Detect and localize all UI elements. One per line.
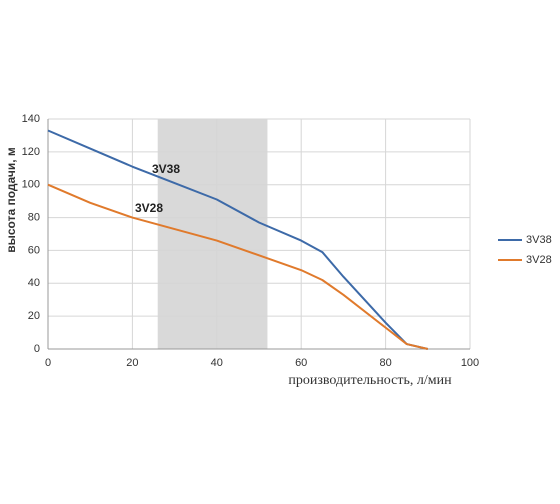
- x-tick-label: 100: [461, 357, 479, 369]
- y-tick-label: 60: [28, 244, 40, 256]
- y-tick-label: 120: [22, 146, 40, 158]
- curve-label: 3V38: [152, 162, 180, 176]
- x-tick-label: 0: [45, 357, 51, 369]
- legend-label: 3V28: [526, 254, 552, 266]
- y-tick-label: 0: [34, 343, 40, 355]
- shaded-range: [157, 119, 268, 349]
- y-tick-label: 100: [22, 179, 40, 191]
- y-axis-title: высота подачи, м: [4, 147, 18, 253]
- x-tick-label: 20: [126, 357, 138, 369]
- series-line: [47, 183, 429, 350]
- x-tick-label: 40: [211, 357, 223, 369]
- x-tick-label: 80: [379, 357, 391, 369]
- y-tick-label: 20: [28, 310, 40, 322]
- y-tick-label: 40: [28, 277, 40, 289]
- series-line: [47, 129, 429, 350]
- x-axis-title: производительность, л/мин: [288, 373, 452, 388]
- x-tick-label: 60: [295, 357, 307, 369]
- curve-label: 3V28: [135, 201, 163, 215]
- y-tick-label: 80: [28, 211, 40, 223]
- legend-label: 3V38: [526, 234, 552, 246]
- y-tick-label: 140: [22, 113, 40, 125]
